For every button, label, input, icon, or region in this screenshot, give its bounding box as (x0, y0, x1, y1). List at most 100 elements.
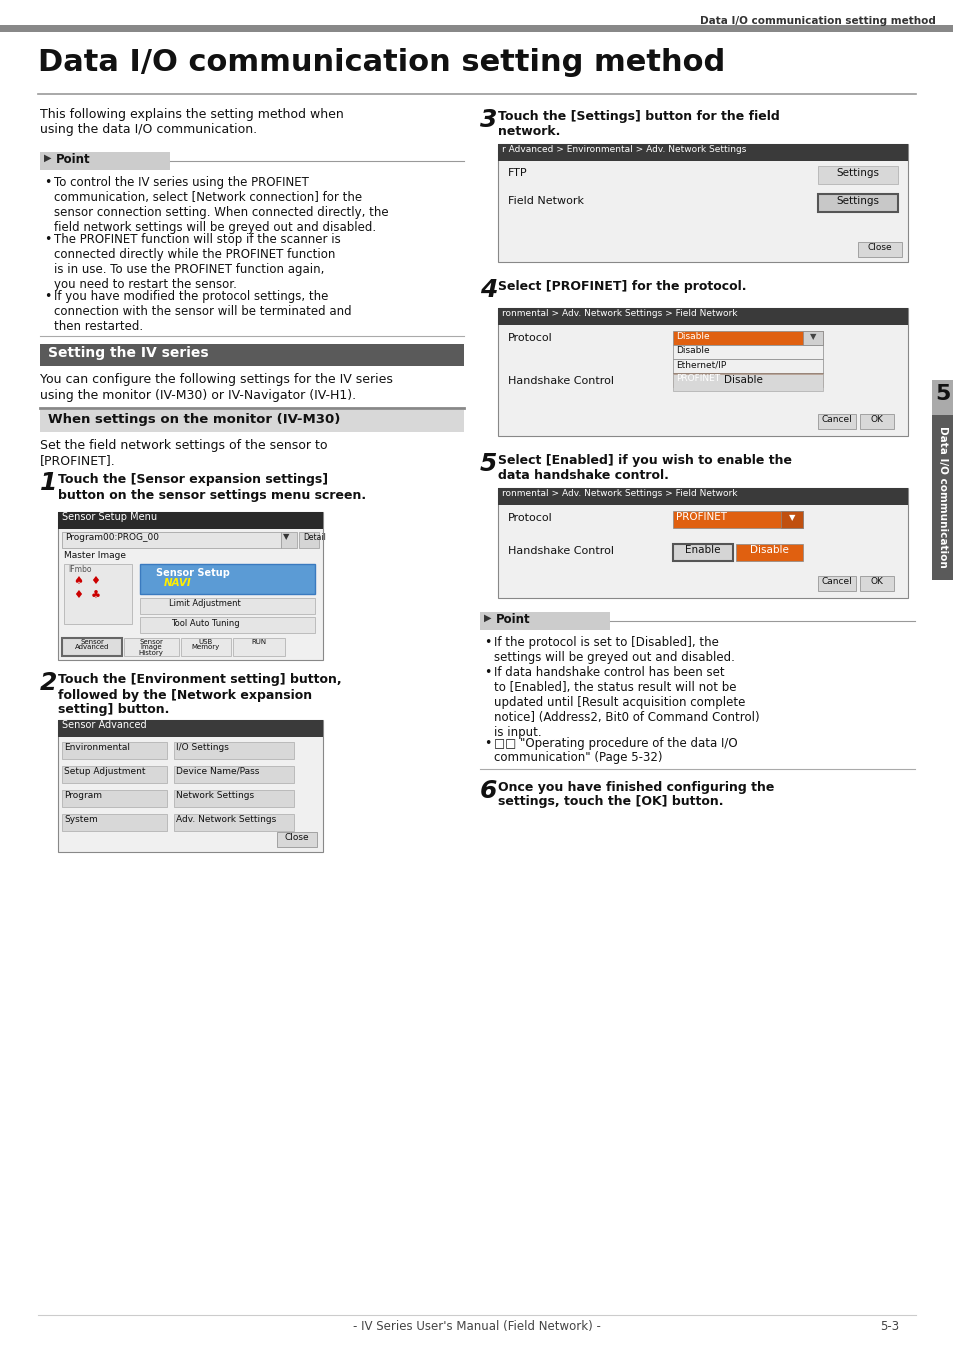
Text: The PROFINET function will stop if the scanner is
connected directly while the P: The PROFINET function will stop if the s… (54, 233, 340, 291)
Text: Point: Point (56, 154, 91, 166)
Bar (672, 373, 822, 387)
Bar (817, 576, 855, 590)
Bar (497, 144, 907, 160)
Text: □□ "Operating procedure of the data I/O
communication" (Page 5-32): □□ "Operating procedure of the data I/O … (494, 736, 737, 764)
Bar (672, 545, 732, 561)
Text: FTP: FTP (507, 168, 527, 178)
Text: Disable: Disable (722, 375, 761, 386)
Text: 2: 2 (40, 671, 57, 696)
Text: Master Image: Master Image (64, 551, 126, 561)
Text: Data I/O communication setting method: Data I/O communication setting method (38, 49, 724, 77)
Text: Memory: Memory (192, 644, 220, 650)
Text: Cancel: Cancel (821, 415, 851, 425)
Text: Select [PROFINET] for the protocol.: Select [PROFINET] for the protocol. (497, 280, 745, 293)
Text: Cancel: Cancel (821, 577, 851, 586)
Bar (58, 720, 323, 736)
Text: Handshake Control: Handshake Control (507, 376, 614, 386)
Text: Close: Close (284, 833, 309, 841)
Text: Settings: Settings (836, 168, 879, 178)
Bar (62, 766, 167, 782)
Bar (859, 576, 893, 590)
Text: OK: OK (870, 415, 882, 425)
Bar (64, 563, 132, 624)
Text: 5: 5 (479, 452, 497, 476)
Bar (140, 616, 314, 632)
Text: Settings: Settings (836, 195, 879, 206)
Bar (497, 307, 907, 435)
Text: Environmental: Environmental (64, 743, 130, 751)
Bar (672, 359, 822, 373)
Text: ▼: ▼ (283, 532, 289, 542)
Bar (817, 414, 855, 429)
Text: OK: OK (870, 577, 882, 586)
Bar (140, 597, 314, 613)
Bar (497, 307, 907, 325)
Text: 6: 6 (479, 779, 497, 802)
Bar (281, 531, 296, 547)
Text: 4: 4 (479, 278, 497, 302)
Text: •: • (483, 736, 491, 749)
Text: Set the field network settings of the sensor to
[PROFINET].: Set the field network settings of the se… (40, 439, 327, 468)
Text: •: • (483, 666, 491, 679)
Text: r Advanced > Environmental > Adv. Network Settings: r Advanced > Environmental > Adv. Networ… (501, 146, 745, 154)
Bar (802, 332, 822, 345)
Text: ronmental > Adv. Network Settings > Field Network: ronmental > Adv. Network Settings > Fiel… (501, 309, 737, 318)
Text: ▼: ▼ (788, 514, 795, 522)
Text: Tool Auto Tuning: Tool Auto Tuning (171, 619, 239, 628)
Bar (173, 741, 294, 759)
Text: ▼: ▼ (809, 332, 816, 341)
Text: 1: 1 (40, 472, 57, 496)
Text: If you have modified the protocol settings, the
connection with the sensor will : If you have modified the protocol settin… (54, 290, 352, 333)
Text: Ethernet/IP: Ethernet/IP (676, 360, 725, 369)
Text: Protocol: Protocol (507, 333, 552, 342)
Bar (40, 152, 170, 170)
Bar (672, 345, 822, 359)
Text: Select [Enabled] if you wish to enable the
data handshake control.: Select [Enabled] if you wish to enable t… (497, 454, 791, 483)
Text: To control the IV series using the PROFINET
communication, select [Network conne: To control the IV series using the PROFI… (54, 177, 388, 235)
Text: Protocol: Protocol (507, 514, 552, 523)
Bar (173, 766, 294, 782)
Text: ♠  ♦: ♠ ♦ (74, 577, 101, 586)
Text: Enable: Enable (684, 545, 720, 555)
Text: Disable: Disable (676, 346, 709, 355)
Bar (817, 194, 897, 212)
Text: USB: USB (198, 639, 213, 644)
Bar (781, 511, 802, 528)
Text: RUN: RUN (252, 639, 266, 644)
Text: •: • (44, 290, 51, 303)
Bar (124, 638, 179, 655)
Bar (173, 813, 294, 830)
Text: When settings on the monitor (IV-M30): When settings on the monitor (IV-M30) (48, 412, 340, 426)
Text: Network Settings: Network Settings (175, 790, 253, 799)
Bar (62, 790, 167, 806)
Text: Disable: Disable (676, 332, 709, 341)
Text: ▶: ▶ (483, 613, 491, 623)
Text: Data I/O communication: Data I/O communication (937, 426, 947, 568)
Bar (857, 243, 901, 257)
Bar (497, 144, 907, 262)
Text: Sensor: Sensor (139, 639, 163, 644)
Text: IFmbo: IFmbo (68, 566, 91, 574)
Text: Disable: Disable (749, 545, 787, 555)
Bar (672, 511, 802, 528)
Bar (817, 166, 897, 183)
Text: 5: 5 (934, 384, 950, 404)
Bar (672, 332, 822, 345)
Text: Image: Image (140, 644, 162, 650)
Text: Once you have finished configuring the
settings, touch the [OK] button.: Once you have finished configuring the s… (497, 780, 774, 809)
Text: Field Network: Field Network (507, 195, 583, 206)
Text: Sensor Setup: Sensor Setup (156, 568, 230, 577)
Text: Setup Adjustment: Setup Adjustment (64, 767, 146, 775)
Bar (62, 638, 122, 655)
Bar (58, 511, 323, 659)
Text: ♦  ♣: ♦ ♣ (74, 589, 101, 600)
Text: •: • (44, 177, 51, 189)
Text: Detail: Detail (303, 534, 326, 542)
Bar (173, 790, 294, 806)
Text: NAVI: NAVI (164, 578, 192, 589)
Bar (479, 612, 609, 630)
Bar (140, 563, 314, 593)
Bar (62, 531, 281, 547)
Text: Data I/O communication setting method: Data I/O communication setting method (700, 16, 935, 26)
Text: PROFINET: PROFINET (676, 512, 726, 522)
